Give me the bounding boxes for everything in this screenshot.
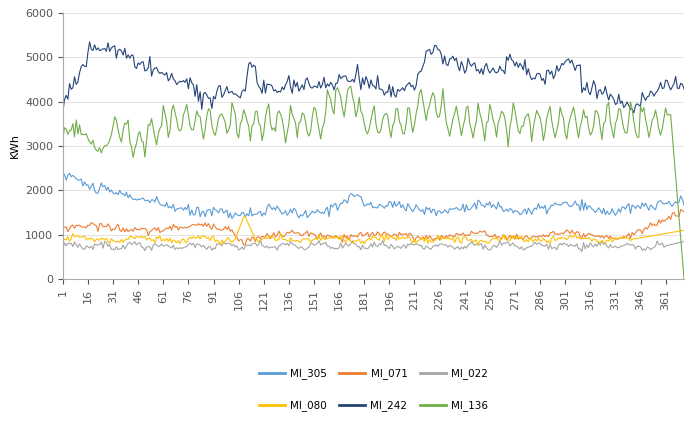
MI_080 bbox=[239, 214, 248, 220]
MI_305 bbox=[680, 203, 688, 208]
MI_136 bbox=[680, 277, 688, 282]
MI_242 bbox=[59, 110, 67, 115]
MI_305 bbox=[139, 195, 147, 201]
MI_071 bbox=[516, 235, 524, 240]
MI_022 bbox=[256, 237, 265, 242]
MI_136 bbox=[516, 131, 524, 136]
MI_242 bbox=[139, 59, 147, 64]
MI_080 bbox=[517, 233, 526, 239]
MI_022 bbox=[670, 241, 678, 246]
MI_071 bbox=[239, 242, 248, 247]
MI_080 bbox=[269, 235, 278, 240]
MI_136 bbox=[268, 127, 276, 132]
MI_136 bbox=[377, 127, 385, 132]
MI_071 bbox=[138, 226, 146, 231]
Line: MI_080: MI_080 bbox=[63, 217, 684, 245]
MI_305 bbox=[66, 170, 74, 176]
MI_305 bbox=[517, 212, 526, 217]
MI_071 bbox=[269, 230, 278, 235]
MI_136 bbox=[59, 137, 67, 142]
MI_071 bbox=[668, 211, 676, 216]
MI_022 bbox=[578, 249, 586, 254]
Line: MI_136: MI_136 bbox=[63, 86, 684, 279]
MI_080 bbox=[680, 228, 688, 233]
MI_305 bbox=[670, 201, 678, 206]
MI_022 bbox=[59, 245, 67, 250]
MI_071 bbox=[161, 227, 169, 232]
MI_305 bbox=[228, 216, 236, 221]
MI_080 bbox=[59, 238, 67, 243]
MI_136 bbox=[668, 133, 676, 138]
MI_305 bbox=[378, 204, 387, 209]
MI_080 bbox=[377, 232, 385, 237]
Line: MI_071: MI_071 bbox=[63, 209, 684, 245]
MI_071 bbox=[59, 224, 67, 229]
MI_242 bbox=[680, 86, 688, 91]
MI_242 bbox=[668, 84, 676, 89]
MI_242 bbox=[85, 39, 94, 44]
MI_136 bbox=[161, 111, 169, 116]
MI_071 bbox=[680, 209, 688, 214]
MI_242 bbox=[516, 61, 524, 66]
MI_305 bbox=[272, 207, 280, 212]
MI_305 bbox=[59, 171, 67, 176]
MI_080 bbox=[670, 230, 678, 235]
MI_080 bbox=[161, 238, 169, 243]
Legend: MI_080, MI_242, MI_136: MI_080, MI_242, MI_136 bbox=[255, 396, 492, 415]
MI_022 bbox=[516, 247, 524, 252]
MI_242 bbox=[163, 70, 171, 75]
MI_022 bbox=[269, 244, 278, 250]
MI_022 bbox=[680, 239, 688, 244]
MI_071 bbox=[676, 207, 685, 212]
Y-axis label: KWh: KWh bbox=[9, 133, 20, 159]
MI_071 bbox=[377, 233, 385, 239]
MI_242 bbox=[377, 87, 385, 92]
MI_305 bbox=[163, 200, 171, 205]
MI_080 bbox=[138, 234, 146, 239]
MI_136 bbox=[347, 84, 355, 89]
Line: MI_242: MI_242 bbox=[63, 42, 684, 113]
MI_242 bbox=[269, 88, 278, 93]
Line: MI_022: MI_022 bbox=[63, 239, 684, 252]
MI_022 bbox=[138, 244, 146, 250]
MI_080 bbox=[474, 243, 482, 248]
MI_136 bbox=[138, 138, 146, 143]
MI_022 bbox=[377, 242, 385, 247]
Line: MI_305: MI_305 bbox=[63, 173, 684, 219]
MI_022 bbox=[161, 243, 169, 248]
